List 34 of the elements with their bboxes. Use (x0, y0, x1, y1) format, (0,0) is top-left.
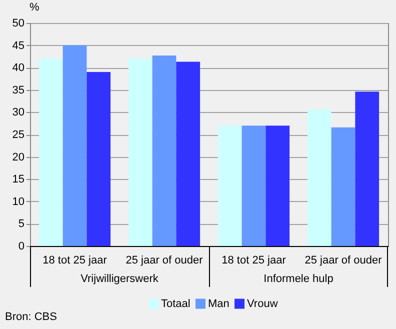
bar (86, 72, 111, 246)
bar (266, 126, 290, 246)
y-axis-title: % (30, 2, 40, 14)
y-tick-label: 5 (18, 218, 24, 230)
y-tick-label: 45 (12, 40, 24, 52)
y-tick-label: 30 (12, 106, 24, 119)
text: Vrijwilligerswerk (80, 273, 158, 285)
bar (355, 92, 380, 246)
bar (218, 126, 242, 246)
y-tick-label: 25 (12, 129, 24, 141)
x-tick-label: 18 tot 25 jaar (222, 254, 286, 266)
y-tick-label: 0 (18, 240, 24, 252)
x-tick-label: 18 tot 25 jaar (42, 254, 108, 266)
text: Informele hulp (264, 273, 334, 285)
bar (307, 110, 332, 246)
text: Bron: CBS (5, 311, 57, 323)
y-tick-label: 40 (12, 62, 24, 74)
x-tick-label: 25 jaar of ouder (304, 254, 382, 266)
bar (331, 127, 356, 246)
y-tick-label: 15 (12, 174, 24, 186)
legend-label: Totaal (161, 298, 190, 310)
y-tick-label: 35 (12, 84, 24, 96)
y-tick-label: 10 (12, 196, 24, 208)
bar (38, 58, 63, 246)
legend-label: Vrouw (247, 298, 278, 310)
y-tick-label: 50 (12, 18, 24, 30)
bar (128, 58, 152, 246)
bar (176, 62, 200, 246)
bar (152, 56, 176, 246)
bar (62, 45, 87, 246)
bar (242, 126, 266, 246)
legend-label: Man (208, 298, 230, 310)
y-tick-label: 20 (12, 151, 24, 164)
x-tick-label: 25 jaar of ouder (126, 254, 204, 266)
